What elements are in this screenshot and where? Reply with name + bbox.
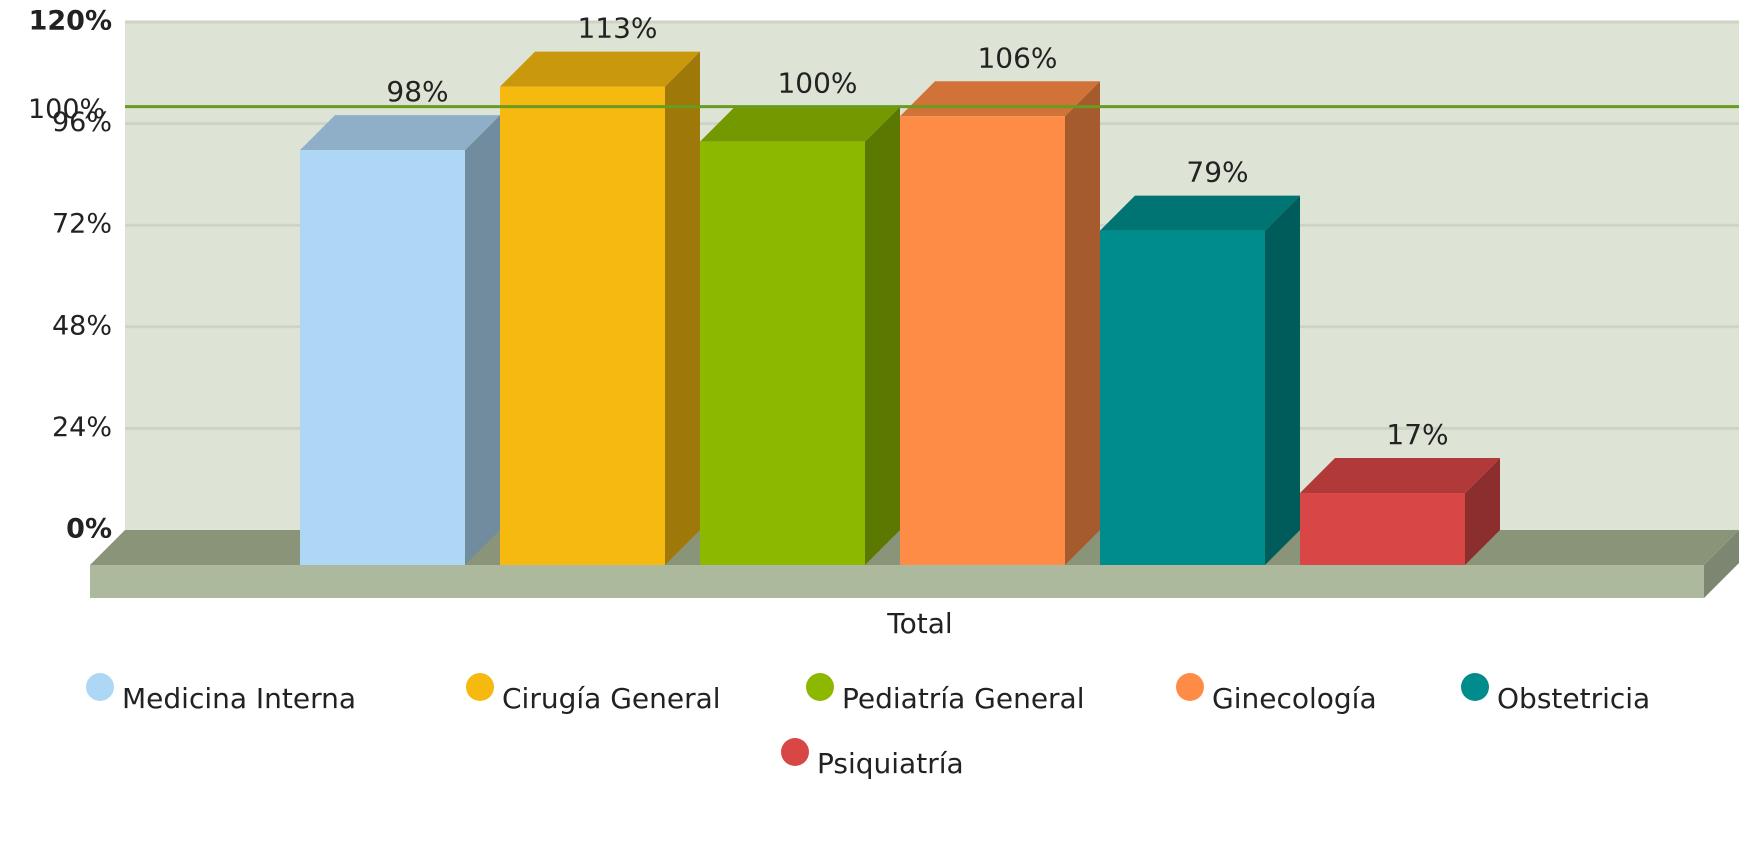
y-tick-label: 48%	[52, 310, 112, 341]
bar-top	[700, 106, 900, 142]
legend-swatch	[86, 673, 114, 701]
bar-top	[1100, 195, 1300, 231]
bar-side	[1065, 81, 1100, 566]
bar-top	[900, 81, 1100, 117]
bar-top	[500, 51, 700, 87]
legend-label: Cirugía General	[502, 682, 721, 715]
x-tick-label: Total	[886, 607, 952, 640]
value-label: 113%	[577, 12, 657, 45]
y-tick-label: 96%	[52, 107, 112, 138]
legend-swatch	[1176, 673, 1204, 701]
value-label: 106%	[977, 41, 1057, 74]
legend-swatch	[781, 738, 809, 766]
legend-label: Obstetricia	[1497, 682, 1650, 715]
floor-side	[1704, 530, 1739, 598]
y-tick-label: 24%	[52, 412, 112, 443]
value-label: 79%	[1186, 156, 1248, 189]
floor-front	[90, 565, 1704, 598]
legend-swatch	[806, 673, 834, 701]
legend-label: Psiquiatría	[817, 747, 964, 780]
bar-side	[665, 51, 700, 565]
legend-label: Medicina Interna	[122, 682, 356, 715]
bar	[500, 86, 665, 565]
y-tick-label: 120%	[29, 6, 112, 37]
bar	[1100, 230, 1265, 566]
value-label: 98%	[386, 75, 448, 108]
y-tick-label: 0%	[66, 514, 112, 545]
target-label: 100%	[28, 94, 105, 125]
legend-swatch	[1461, 673, 1489, 701]
bar-side	[1465, 458, 1500, 565]
legend-label: Ginecología	[1212, 682, 1377, 715]
legend-swatch	[466, 673, 494, 701]
bar-top	[1300, 458, 1500, 494]
bar	[700, 141, 865, 565]
y-tick-label: 72%	[52, 209, 112, 240]
value-label: 17%	[1386, 418, 1448, 451]
bar	[1300, 493, 1465, 565]
bar-side	[1265, 195, 1300, 566]
bar	[900, 116, 1065, 566]
bar-top	[300, 115, 500, 151]
bar-side	[465, 115, 500, 565]
bar	[300, 150, 465, 565]
legend-label: Pediatría General	[842, 682, 1085, 715]
bar-side	[865, 106, 900, 566]
value-label: 100%	[777, 67, 857, 100]
